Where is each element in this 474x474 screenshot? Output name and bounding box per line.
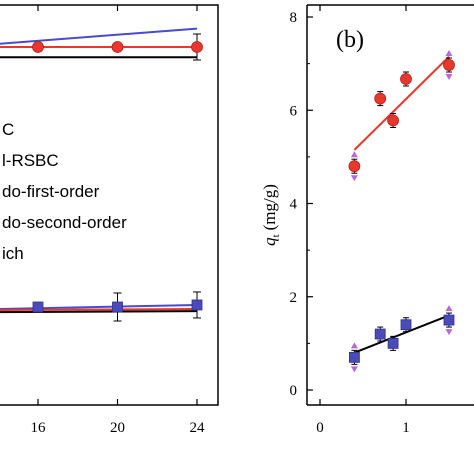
left-legend-entry: do-first-order	[2, 182, 100, 201]
right-x-tick-label: 1	[402, 420, 410, 436]
right-y-tick-label: 8	[290, 10, 298, 26]
right-fit-line	[354, 314, 450, 354]
right-range-marker	[445, 329, 453, 336]
left-data-point	[111, 41, 124, 53]
right-range-marker	[350, 175, 358, 182]
right-data-point	[387, 114, 400, 127]
right-data-point	[348, 351, 360, 363]
left-data-point	[191, 41, 203, 53]
left-x-tick-label: 16	[31, 420, 47, 436]
right-range-marker	[445, 305, 453, 312]
right-data-point	[400, 73, 412, 85]
left-fit-line	[0, 310, 198, 314]
left-x-tick-label: 20	[110, 420, 125, 436]
right-data-point	[374, 92, 387, 105]
left-panel: 16 20 24 Cl-RSBC do-first-order do-second-ord…	[0, 4, 219, 436]
left-plot-frame	[0, 4, 219, 406]
y-label-main: q	[260, 237, 279, 246]
left-data-point	[32, 301, 44, 313]
right-range-marker	[445, 50, 453, 57]
right-data-point	[374, 328, 386, 340]
right-y-tick-label: 4	[290, 197, 298, 213]
left-x-tick-label: 24	[190, 420, 206, 436]
right-range-marker	[350, 366, 358, 373]
right-range-marker	[350, 342, 358, 349]
right-y-tick-label: 2	[290, 290, 298, 306]
left-fit-line	[0, 27, 198, 45]
right-data-point	[443, 314, 455, 326]
right-y-tick-label: 0	[290, 383, 298, 399]
right-data-point	[387, 337, 399, 349]
left-legend-entry: l-RSBC	[2, 151, 59, 170]
left-data-point	[191, 299, 203, 311]
left-legend-entry: do-second-order	[2, 213, 127, 232]
right-y-tick-label: 6	[290, 103, 298, 119]
right-range-marker	[445, 74, 453, 81]
left-legend-entry: C	[2, 120, 14, 139]
left-data-point	[112, 301, 123, 313]
right-data-point	[443, 59, 455, 71]
y-label-sub: t	[270, 234, 282, 237]
y-label-unit: (mg/g)	[260, 184, 279, 230]
right-x-tick-label: 0	[316, 420, 324, 436]
left-data-point	[32, 41, 44, 53]
right-y-axis-label: qt (mg/g)	[260, 184, 282, 246]
left-fit-line	[0, 308, 198, 312]
right-range-marker	[350, 151, 358, 158]
right-panel: 0 2 4 6 8 0 1 (b) qt (mg/g)	[260, 4, 474, 436]
left-fit-line	[0, 303, 198, 311]
right-fit-line	[353, 55, 450, 151]
right-data-point	[348, 160, 361, 173]
panel-label: (b)	[336, 27, 364, 53]
right-data-point	[400, 319, 412, 331]
left-legend-entry: ich	[2, 244, 24, 263]
